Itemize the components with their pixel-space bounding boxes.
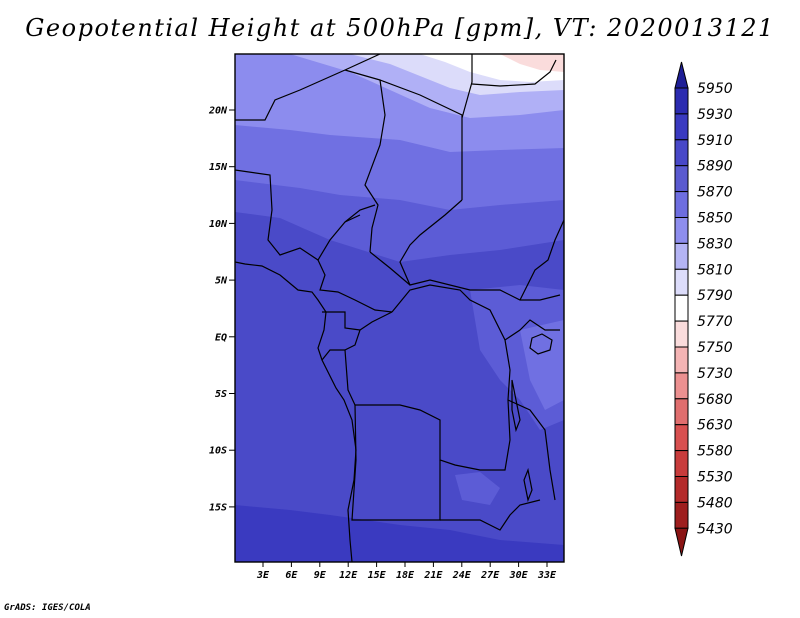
colorbar-level-label: 5810 [697,262,733,278]
colorbar-level-label: 5750 [697,340,733,356]
colorbar-level-label: 5830 [697,236,733,252]
lon-tick-label: 15E [368,570,387,581]
colorbar-level-label: 5910 [697,133,733,149]
field-band-5750 [500,54,564,72]
height-field [235,54,564,562]
grads-credit: GrADS: IGES/COLA [4,603,91,613]
latitude-ticks: 20N 15N 10N 5N EQ 5S 10S 15S [208,106,235,513]
border-zambia [440,499,541,531]
longitude-ticks: 3E 6E 9E 12E 15E 18E 21E 24E 27E 30E 33E [256,562,557,581]
lon-tick-label: 12E [339,570,358,581]
colorbar-level-label: 5950 [697,81,733,97]
colorbar-level-label: 5680 [697,392,733,408]
lon-tick-label: 3E [256,570,270,581]
colorbar-bin [674,398,689,426]
colorbar-level-label: 5890 [697,159,733,175]
lon-tick-label: 18E [396,570,415,581]
colorbar-level-label: 5730 [697,366,733,382]
border-west-africa [235,169,361,261]
lat-tick-label: 5S [215,389,227,400]
colorbar-bin [674,501,689,529]
field-band-inner-5870-south [455,472,500,505]
lat-tick-label: 10S [209,446,227,457]
colorbar-level-label: 5480 [697,495,733,511]
colorbar-level-label: 5930 [697,107,733,123]
lon-tick-label: 9E [314,570,327,581]
border-ethiopia [519,219,564,301]
lon-tick-label: 6E [285,570,298,581]
lon-tick-label: 24E [452,570,472,581]
colorbar: 5950 5930 5910 5890 5870 5850 5830 5810 5790 5770… [674,61,733,557]
coastline-redsea [471,59,557,87]
lon-tick-label: 27E [480,570,500,581]
colorbar-bin [674,476,689,503]
map-title: Geopotential Height at 500hPa [gpm], VT:… [25,14,775,42]
lat-tick-label: 20N [208,106,228,117]
colorbar-level-label: 5530 [697,470,733,486]
colorbar-bin [674,268,689,296]
colorbar-bin [674,217,689,244]
lat-tick-label: EQ [215,332,227,343]
colorbar-bin [674,242,689,270]
border-east [504,319,560,501]
colorbar-bin [674,294,689,322]
colorbar-level-label: 5580 [697,444,733,460]
lat-tick-label: 15N [209,162,228,173]
border-gabon [321,311,361,361]
lake-victoria [529,333,553,355]
colorbar-level-label: 5790 [697,288,733,304]
coastline-west [235,261,357,562]
lat-tick-label: 15S [209,502,227,513]
colorbar-bin [674,424,689,452]
lat-tick-label: 5N [215,276,228,287]
lake-tanganyika [511,379,521,433]
colorbar-level-label: 5850 [697,211,733,227]
colorbar-bin [674,320,689,348]
colorbar-top-arrow [674,61,689,89]
colorbar-level-label: 5430 [697,521,733,537]
colorbar-bin [674,372,689,400]
colorbar-bin [674,87,689,115]
colorbar-level-label: 5630 [697,418,733,434]
colorbar-bin [674,113,689,141]
lon-tick-label: 30E [509,570,529,581]
border-sahara [235,54,473,200]
colorbar-bin [674,165,689,193]
map-borders [235,54,564,562]
colorbar-bin [674,139,689,167]
border-sudan [399,199,561,301]
colorbar-bin [674,450,689,478]
lon-tick-label: 33E [537,570,557,581]
colorbar-level-label: 5870 [697,185,733,201]
lat-tick-label: 10N [209,219,228,230]
colorbar-level-label: 5770 [697,314,733,330]
lon-tick-label: 21E [423,570,443,581]
colorbar-bin [674,191,689,219]
border-nigeria [317,204,393,313]
colorbar-bottom-arrow [674,527,689,557]
border-angola [351,404,441,521]
map-frame [234,53,565,563]
field-band-5910-south [235,505,564,562]
border-drc [344,284,511,471]
border-chad [364,79,411,286]
colorbar-bin [674,346,689,374]
lake-malawi [523,467,533,503]
